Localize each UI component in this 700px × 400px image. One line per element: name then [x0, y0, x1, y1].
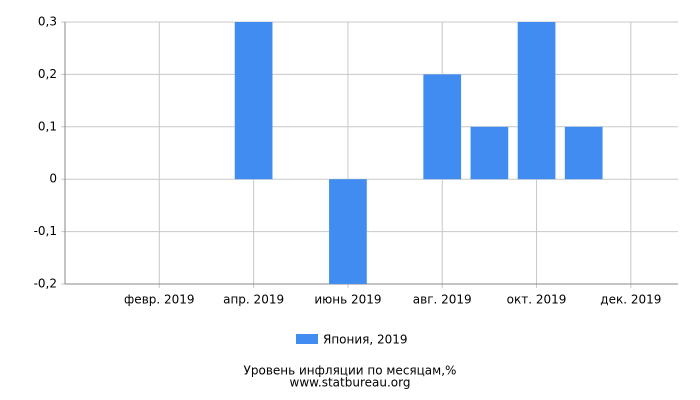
- bar: [470, 126, 509, 180]
- y-tick-label: 0,1: [38, 119, 57, 133]
- x-tick-label: окт. 2019: [507, 293, 567, 307]
- y-tick-label: -0,2: [34, 277, 57, 291]
- bar: [234, 22, 273, 180]
- x-tick-label: июнь 2019: [314, 293, 381, 307]
- bar: [329, 179, 367, 284]
- legend-label: Япония, 2019: [323, 333, 408, 347]
- x-tick-label: авг. 2019: [413, 293, 472, 307]
- y-tick-label: -0,1: [34, 224, 57, 238]
- x-tick-label: апр. 2019: [223, 293, 284, 307]
- y-tick-label: 0,3: [38, 15, 57, 29]
- y-tick-label: 0: [49, 172, 57, 186]
- legend-swatch: [296, 334, 318, 344]
- bar: [564, 126, 603, 180]
- chart-title: Уровень инфляции по месяцам,%: [244, 364, 457, 378]
- x-tick-label: дек. 2019: [600, 293, 661, 307]
- x-tick-label: февр. 2019: [124, 293, 195, 307]
- y-tick-label: 0,2: [38, 67, 57, 81]
- chart-subtitle: www.statbureau.org: [290, 376, 411, 390]
- bar: [517, 22, 556, 180]
- bar: [423, 74, 462, 180]
